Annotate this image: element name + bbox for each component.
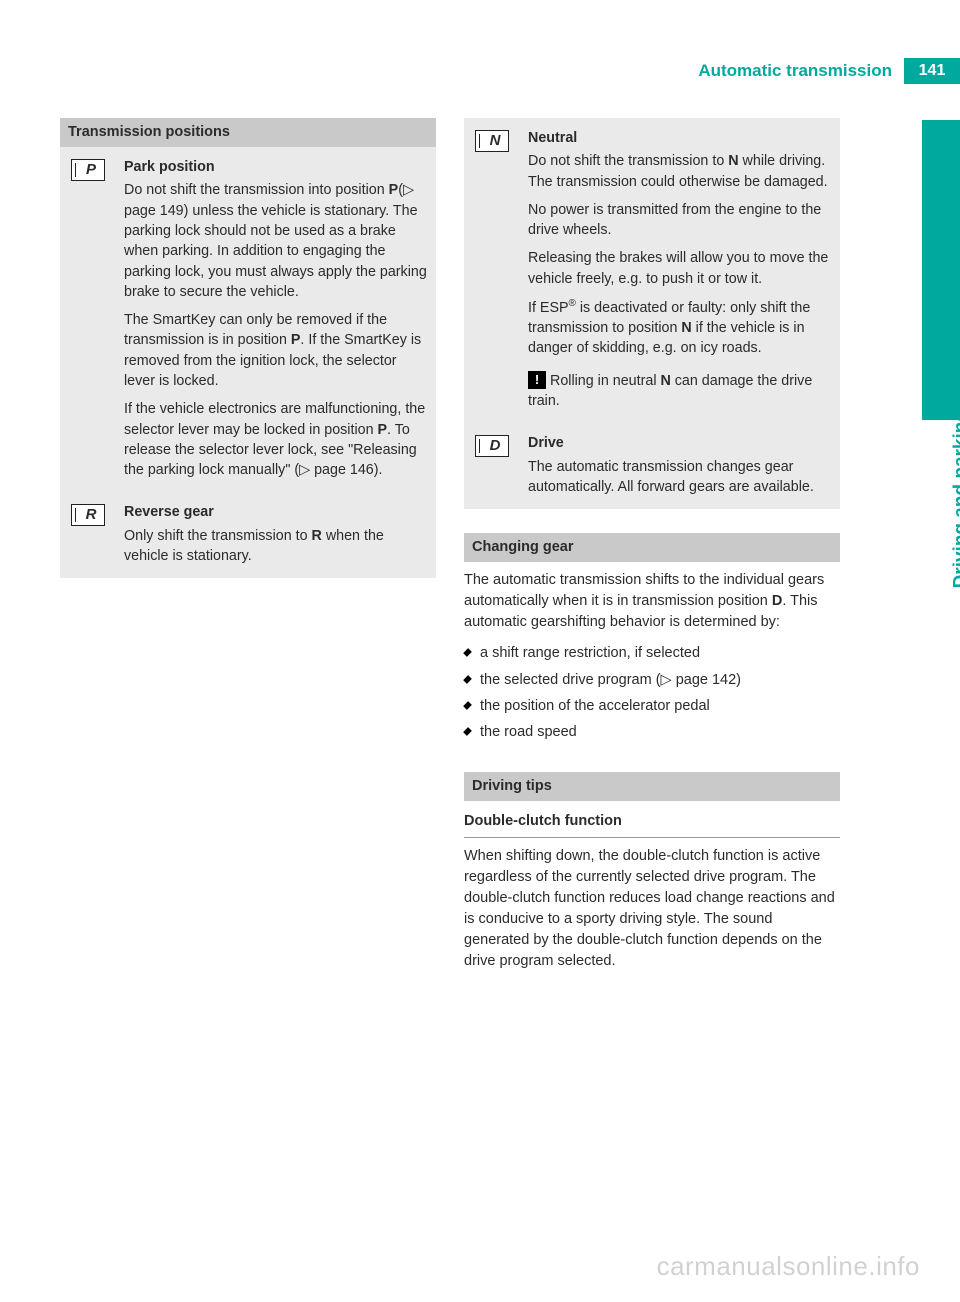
caution-icon: ! (528, 371, 546, 389)
desc-cell: Reverse gear Only shift the transmission… (116, 492, 436, 578)
manual-page: Automatic transmission 141 Driving and p… (0, 0, 960, 1302)
page-number: 141 (904, 58, 960, 84)
list-item: the selected drive program (▷ page 142) (464, 670, 840, 690)
positions-table-right: N Neutral Do not shift the transmission … (464, 118, 840, 509)
list-item: the position of the accelerator pedal (464, 696, 840, 716)
table-row: N Neutral Do not shift the transmission … (464, 118, 840, 371)
table-row: !Rolling in neutral N can damage the dri… (464, 371, 840, 424)
header-band: Automatic transmission 141 (698, 58, 960, 84)
left-column: Transmission positions P Park position D… (60, 118, 436, 972)
paragraph: The automatic transmission shifts to the… (464, 570, 840, 633)
section-heading-driving-tips: Driving tips (464, 772, 840, 801)
table-row: D Drive The automatic transmission chang… (464, 423, 840, 509)
spacer (464, 748, 840, 772)
position-title: Drive (528, 433, 832, 453)
positions-table-left: P Park position Do not shift the transmi… (60, 147, 436, 578)
list-item: the road speed (464, 722, 840, 742)
paragraph: If ESP® is deactivated or faulty: only s… (528, 297, 832, 359)
gear-symbol-r: R (71, 504, 106, 526)
spacer (464, 509, 840, 533)
desc-cell: Park position Do not shift the transmiss… (116, 147, 436, 492)
symbol-cell: P (60, 147, 116, 492)
section-heading-transmission-positions: Transmission positions (60, 118, 436, 147)
side-tab-bg (922, 120, 960, 420)
table-row: P Park position Do not shift the transmi… (60, 147, 436, 492)
bullet-list: a shift range restriction, if selected t… (464, 643, 840, 742)
symbol-cell: D (464, 423, 520, 509)
paragraph: Releasing the brakes will allow you to m… (528, 248, 832, 289)
position-title: Neutral (528, 128, 832, 148)
chapter-title: Automatic transmission (698, 58, 904, 84)
paragraph: No power is transmitted from the engine … (528, 200, 832, 241)
paragraph: The SmartKey can only be removed if the … (124, 310, 428, 391)
gear-symbol-d: D (475, 435, 510, 457)
right-column: N Neutral Do not shift the transmission … (464, 118, 840, 972)
gear-symbol-n: N (475, 130, 510, 152)
section-heading-changing-gear: Changing gear (464, 533, 840, 562)
list-item: a shift range restriction, if selected (464, 643, 840, 663)
symbol-cell: R (60, 492, 116, 578)
desc-cell: Drive The automatic transmission changes… (520, 423, 840, 509)
paragraph: When shifting down, the double-clutch fu… (464, 846, 840, 972)
paragraph: Do not shift the transmission into posit… (124, 180, 428, 302)
paragraph: Only shift the transmission to R when th… (124, 526, 428, 567)
position-title: Park position (124, 157, 428, 177)
warning-cell: !Rolling in neutral N can damage the dri… (520, 371, 840, 424)
watermark-text: carmanualsonline.info (657, 1251, 920, 1282)
content-columns: Transmission positions P Park position D… (60, 118, 840, 972)
symbol-cell: N (464, 118, 520, 371)
table-row: R Reverse gear Only shift the transmissi… (60, 492, 436, 578)
paragraph: Do not shift the transmission to N while… (528, 151, 832, 192)
desc-cell: Neutral Do not shift the transmission to… (520, 118, 840, 371)
paragraph: If the vehicle electronics are malfuncti… (124, 399, 428, 480)
gear-symbol-p: P (71, 159, 105, 181)
side-tab-label: Driving and parking (950, 410, 960, 588)
paragraph: The automatic transmission changes gear … (528, 457, 832, 498)
subsection-heading-double-clutch: Double-clutch function (464, 809, 840, 837)
position-title: Reverse gear (124, 502, 428, 522)
